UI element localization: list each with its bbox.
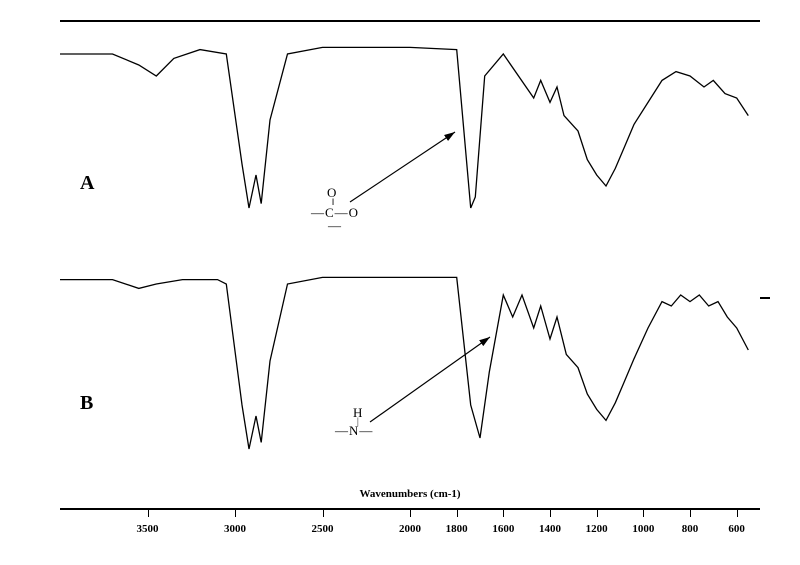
x-tick bbox=[690, 510, 691, 517]
x-tick bbox=[323, 510, 324, 517]
x-tick bbox=[597, 510, 598, 517]
x-tick bbox=[235, 510, 236, 517]
x-tick-label: 2000 bbox=[399, 523, 421, 535]
spectrum-a bbox=[60, 22, 760, 262]
spectrum-b-path bbox=[60, 277, 748, 449]
plot-area: A O ‖ —C—O— B bbox=[60, 20, 760, 500]
x-tick bbox=[148, 510, 149, 517]
spectrum-b-label: B bbox=[80, 392, 93, 415]
x-tick-label: 1800 bbox=[446, 523, 468, 535]
x-tick-label: 3500 bbox=[137, 523, 159, 535]
x-tick bbox=[410, 510, 411, 517]
x-tick bbox=[737, 510, 738, 517]
spectrum-a-label: A bbox=[80, 172, 94, 195]
x-tick-label: 1000 bbox=[632, 523, 654, 535]
x-tick bbox=[643, 510, 644, 517]
x-tick bbox=[457, 510, 458, 517]
x-tick bbox=[550, 510, 551, 517]
x-tick-label: 600 bbox=[728, 523, 745, 535]
x-tick bbox=[503, 510, 504, 517]
x-tick-label: 800 bbox=[682, 523, 699, 535]
spectrum-a-path bbox=[60, 47, 748, 208]
x-tick-label: 1400 bbox=[539, 523, 561, 535]
spectrum-b bbox=[60, 252, 760, 492]
chart-container: A O ‖ —C—O— B bbox=[60, 20, 760, 545]
tick-mark-right bbox=[760, 297, 770, 299]
x-tick-label: 2500 bbox=[312, 523, 334, 535]
x-tick-label: 1200 bbox=[586, 523, 608, 535]
x-tick-label: 1600 bbox=[492, 523, 514, 535]
x-axis-title: Wavenumbers (cm-1) bbox=[359, 488, 460, 500]
x-tick-label: 3000 bbox=[224, 523, 246, 535]
